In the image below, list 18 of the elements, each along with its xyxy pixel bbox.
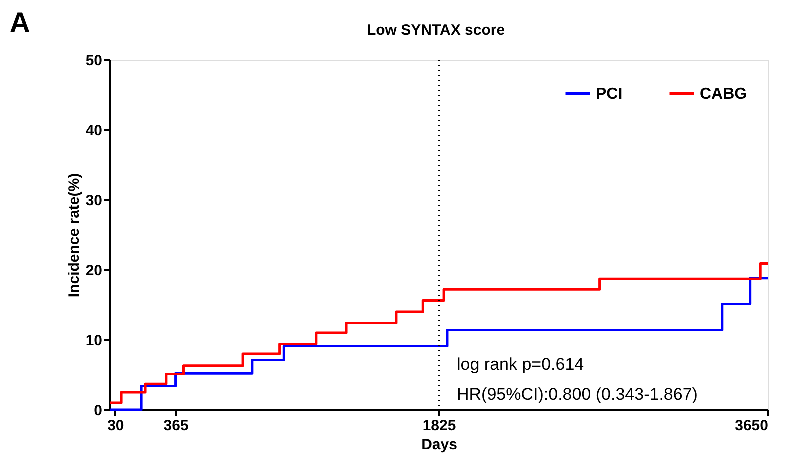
x-tick-label: 3650 [735, 418, 768, 434]
x-tick-label: 1825 [422, 418, 456, 434]
y-tick-label: 20 [86, 262, 102, 280]
y-tick-label: 40 [86, 122, 102, 140]
annotation: HR(95%CI):0.800 (0.343-1.867) [457, 385, 698, 404]
legend-label: PCI [596, 86, 623, 103]
text: A [10, 7, 30, 38]
y-tick-label: 0 [94, 402, 102, 420]
x-tick-label: 30 [108, 418, 124, 434]
y-tick-label: 30 [86, 192, 102, 210]
y-tick-label: 10 [86, 332, 102, 350]
annotation: log rank p=0.614 [457, 355, 584, 374]
x-tick-label: 365 [164, 418, 189, 434]
y-axis-title: Incidence rate(%) [66, 173, 83, 298]
x-axis-title: Days [422, 436, 458, 454]
chart-title: Low SYNTAX score [366, 22, 506, 39]
legend-label: CABG [700, 86, 748, 103]
y-tick-label: 50 [86, 52, 102, 70]
